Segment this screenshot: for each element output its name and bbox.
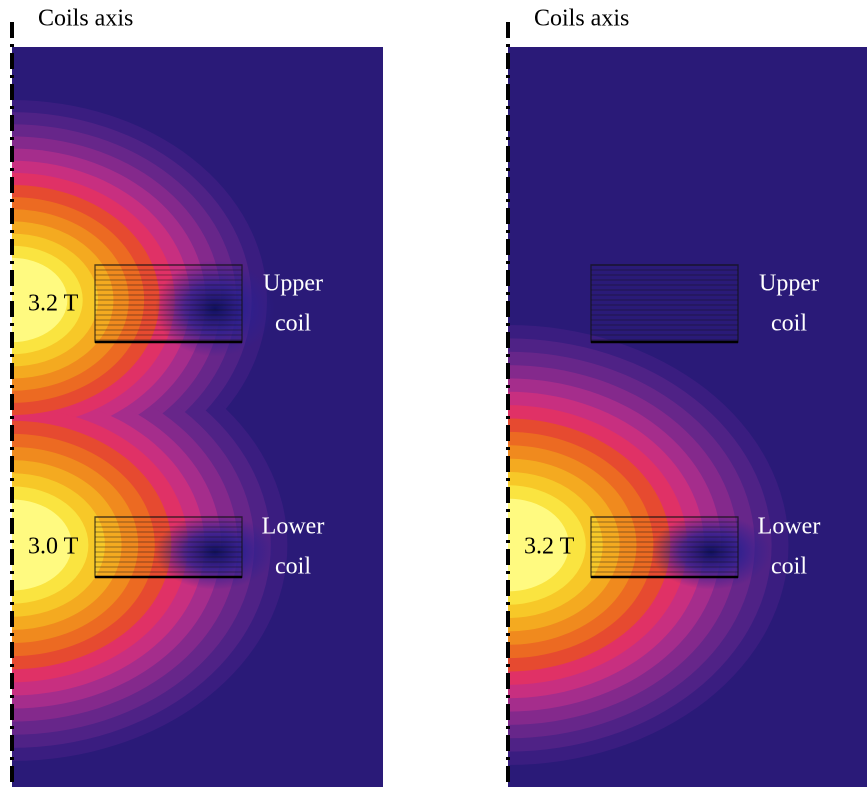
- field-label: 3.2 T: [28, 291, 79, 317]
- coil-label: coil: [275, 311, 311, 337]
- figure: Coils axis Upper coil Lower coil 3.2 T 3.0 T Co…: [0, 0, 867, 787]
- coil-label: coil: [771, 554, 807, 580]
- coil-label: coil: [771, 311, 807, 337]
- axis-label: Coils axis: [534, 6, 629, 32]
- field-label: 3.2 T: [524, 534, 575, 560]
- coil-label: Lower: [758, 514, 821, 540]
- coil-label: Lower: [262, 514, 325, 540]
- axis-label: Coils axis: [38, 6, 133, 32]
- coil-label: Upper: [759, 271, 819, 297]
- coil-label: coil: [275, 554, 311, 580]
- field-map: [0, 47, 383, 787]
- coil-label: Upper: [263, 271, 323, 297]
- field-label: 3.0 T: [28, 534, 79, 560]
